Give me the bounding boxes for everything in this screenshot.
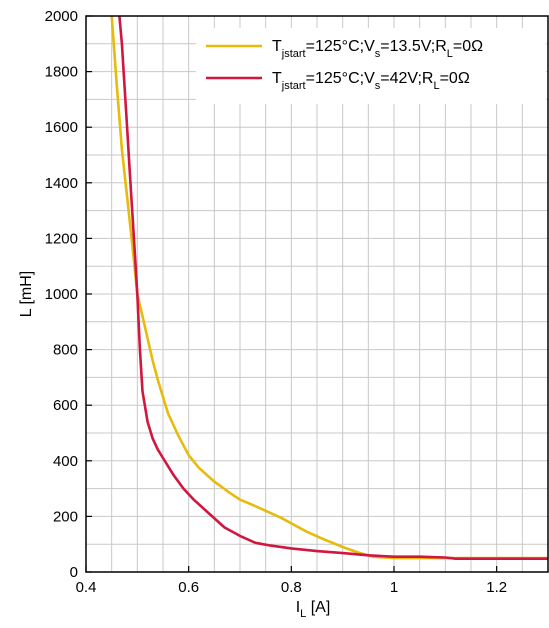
series-line-2 [118,16,548,561]
x-tick-label: 1.2 [486,579,507,596]
x-tick-label: 0.8 [281,579,302,596]
legend-label-1: Tjstart=125°C;Vs=13.5V;RL=0Ω [272,38,483,60]
y-tick-label: 1600 [45,119,78,136]
x-tick-label: 0.4 [76,579,97,596]
x-axis-label: IL [A] [296,599,331,620]
tick-marks [85,15,498,573]
y-tick-label: 0 [70,564,78,581]
y-tick-label: 800 [53,342,78,359]
y-tick-label: 1000 [45,286,78,303]
y-tick-labels: 0 200 400 600 800 1000 1200 1400 1600 1800 2000 [45,8,78,581]
y-tick-label: 400 [53,453,78,470]
series-line-1 [110,16,548,560]
legend-label-2: Tjstart=125°C;Vs=42V;RL=0Ω [272,70,470,92]
legend: Tjstart=125°C;Vs=13.5V;RL=0Ω Tjstart=125°… [196,28,546,104]
legend-box [196,28,546,104]
x-tick-labels: 0.4 0.6 0.8 1 1.2 [76,579,508,596]
series-layer [110,16,548,561]
y-axis-label: L [mH] [18,271,35,318]
y-tick-label: 1200 [45,230,78,247]
y-tick-label: 200 [53,508,78,525]
y-tick-label: 1800 [45,64,78,81]
x-tick-label: 1 [390,579,398,596]
y-tick-label: 600 [53,397,78,414]
y-tick-label: 2000 [45,8,78,25]
y-tick-label: 1400 [45,175,78,192]
x-tick-label: 0.6 [178,579,199,596]
